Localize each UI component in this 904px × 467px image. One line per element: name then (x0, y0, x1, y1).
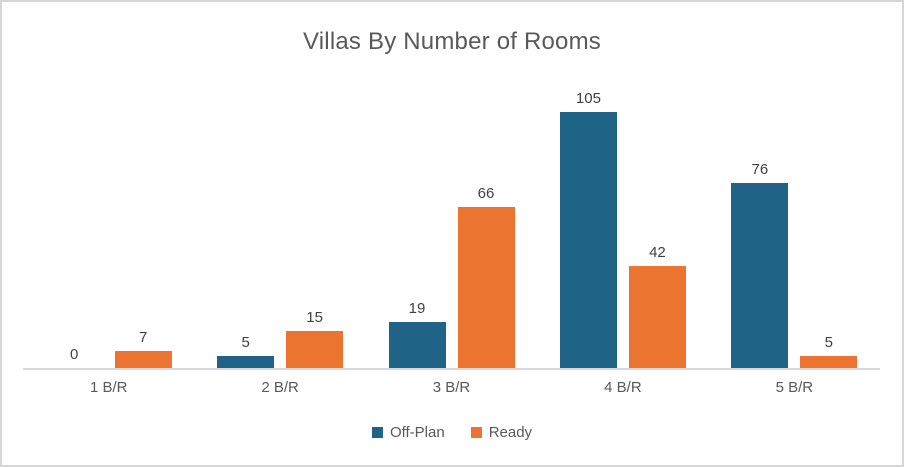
bar-off-plan-4-b-r (559, 112, 617, 368)
bar-ready-2-b-r (286, 331, 344, 368)
bar-off-plan-3-b-r (388, 322, 446, 368)
data-label-off-plan-2-b-r: 5 (241, 334, 250, 351)
bar-off-plan-5-b-r (731, 183, 789, 368)
bar-wrap-ready-5-b-r: 5 (800, 334, 858, 368)
bar-group-3-b-r: 19 66 (366, 186, 537, 368)
data-label-off-plan-1-b-r: 0 (70, 346, 79, 363)
bar-off-plan-2-b-r (217, 356, 275, 368)
x-axis-label-5-b-r: 5 B/R (775, 379, 814, 396)
x-axis-label-3-b-r: 3 B/R (432, 379, 471, 396)
legend-item-off-plan: Off-Plan (371, 424, 445, 441)
x-axis-label-4-b-r: 4 B/R (604, 379, 642, 396)
bar-ready-4-b-r (628, 266, 686, 368)
bar-wrap-ready-1-b-r: 7 (114, 329, 172, 368)
plot-area: 0 7 5 15 19 66 105 42 76 5 (23, 66, 880, 368)
bar-wrap-ready-3-b-r: 66 (457, 185, 515, 368)
legend-swatch-ready (470, 427, 482, 438)
bar-group-2-b-r: 5 15 (194, 310, 365, 368)
data-label-off-plan-5-b-r: 76 (751, 161, 769, 178)
bar-wrap-off-plan-2-b-r: 5 (217, 334, 275, 368)
x-axis-label-1-b-r: 1 B/R (89, 379, 128, 396)
x-axis-line (23, 368, 880, 370)
data-label-ready-5-b-r: 5 (824, 334, 833, 351)
x-axis-labels: 1 B/R 2 B/R 3 B/R 4 B/R 5 B/R (23, 379, 880, 396)
bar-ready-3-b-r (457, 207, 515, 368)
bar-wrap-off-plan-1-b-r: 0 (46, 347, 103, 368)
data-label-off-plan-4-b-r: 105 (575, 90, 601, 107)
data-label-ready-2-b-r: 15 (306, 309, 323, 326)
bar-wrap-off-plan-5-b-r: 76 (731, 161, 789, 368)
data-label-ready-1-b-r: 7 (139, 329, 148, 346)
legend-label-off-plan: Off-Plan (389, 424, 445, 441)
bar-ready-5-b-r (800, 356, 858, 368)
bar-group-5-b-r: 76 5 (709, 162, 880, 368)
bar-wrap-ready-4-b-r: 42 (628, 244, 686, 368)
legend-label-ready: Ready (488, 424, 533, 441)
bar-wrap-off-plan-4-b-r: 105 (559, 90, 617, 368)
x-axis-label-2-b-r: 2 B/R (261, 379, 299, 396)
bar-ready-1-b-r (114, 351, 172, 368)
bar-wrap-off-plan-3-b-r: 19 (388, 300, 446, 368)
legend-item-ready: Ready (470, 424, 533, 441)
bar-wrap-ready-2-b-r: 15 (286, 309, 344, 368)
data-label-off-plan-3-b-r: 19 (408, 300, 426, 317)
legend: Off-Plan Ready (2, 425, 902, 440)
chart-title: Villas By Number of Rooms (303, 28, 601, 55)
data-label-ready-4-b-r: 42 (649, 244, 666, 261)
legend-swatch-off-plan (371, 427, 383, 438)
bar-group-4-b-r: 105 42 (537, 91, 708, 368)
data-label-ready-3-b-r: 66 (477, 185, 495, 202)
